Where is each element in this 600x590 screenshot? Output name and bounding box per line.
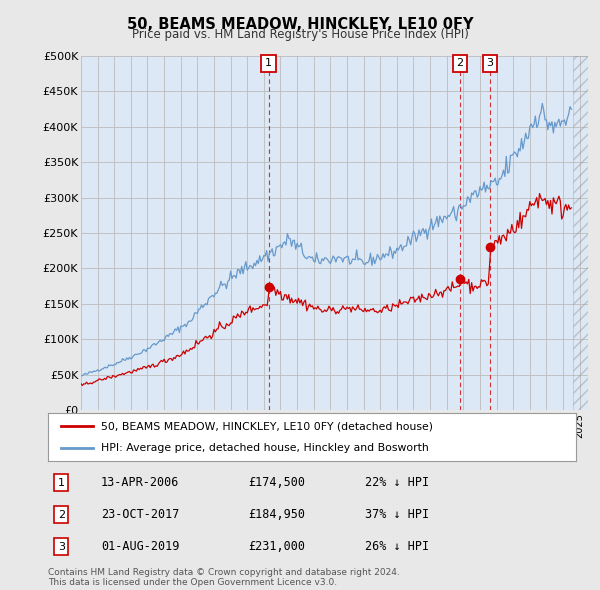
Text: 1: 1 [58, 478, 65, 488]
Text: 23-OCT-2017: 23-OCT-2017 [101, 508, 179, 522]
Text: 13-APR-2006: 13-APR-2006 [101, 476, 179, 489]
Text: 22% ↓ HPI: 22% ↓ HPI [365, 476, 429, 489]
Text: 3: 3 [58, 542, 65, 552]
Text: 50, BEAMS MEADOW, HINCKLEY, LE10 0FY: 50, BEAMS MEADOW, HINCKLEY, LE10 0FY [127, 17, 473, 31]
Text: £231,000: £231,000 [248, 540, 305, 553]
Text: 2: 2 [457, 58, 464, 68]
Text: Contains HM Land Registry data © Crown copyright and database right 2024.
This d: Contains HM Land Registry data © Crown c… [48, 568, 400, 587]
Text: 01-AUG-2019: 01-AUG-2019 [101, 540, 179, 553]
Text: £184,950: £184,950 [248, 508, 305, 522]
Text: Price paid vs. HM Land Registry's House Price Index (HPI): Price paid vs. HM Land Registry's House … [131, 28, 469, 41]
Text: 3: 3 [486, 58, 493, 68]
Text: £174,500: £174,500 [248, 476, 305, 489]
Text: 1: 1 [265, 58, 272, 68]
Text: 26% ↓ HPI: 26% ↓ HPI [365, 540, 429, 553]
Text: 50, BEAMS MEADOW, HINCKLEY, LE10 0FY (detached house): 50, BEAMS MEADOW, HINCKLEY, LE10 0FY (de… [101, 421, 433, 431]
Text: 2: 2 [58, 510, 65, 520]
Text: 37% ↓ HPI: 37% ↓ HPI [365, 508, 429, 522]
Text: HPI: Average price, detached house, Hinckley and Bosworth: HPI: Average price, detached house, Hinc… [101, 443, 428, 453]
